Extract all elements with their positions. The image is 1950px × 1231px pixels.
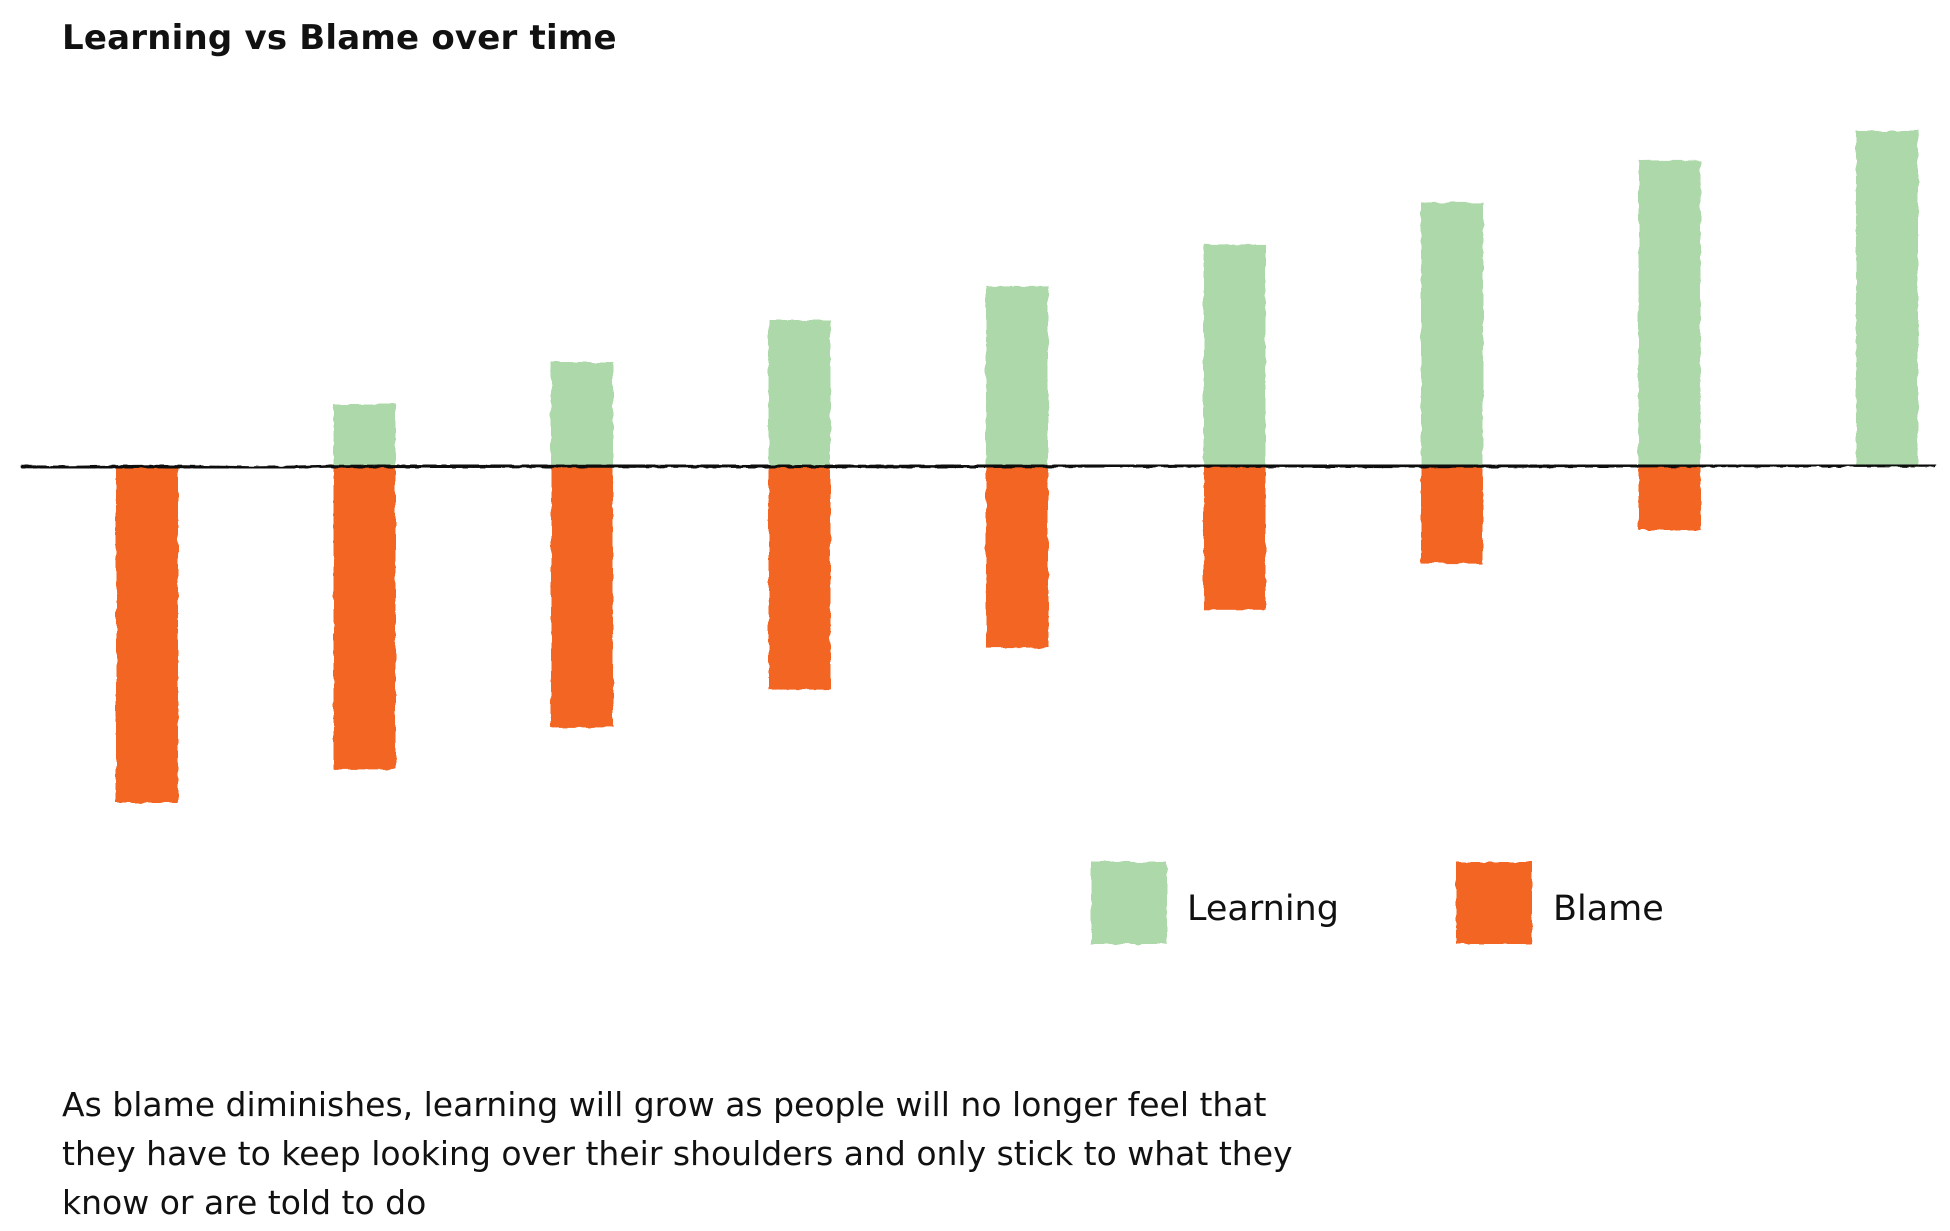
bar-blame-7 [1421, 467, 1483, 564]
bar-learning-3 [551, 362, 613, 467]
legend-label-blame: Blame [1553, 889, 1664, 929]
chart-caption: As blame diminishes, learning will grow … [62, 1080, 1462, 1227]
chart-title: Learning vs Blame over time [62, 18, 617, 58]
legend-label-learning: Learning [1187, 889, 1339, 929]
bar-learning-4 [768, 320, 831, 467]
legend-swatch-blame [1456, 862, 1532, 944]
bar-blame-3 [551, 467, 613, 728]
bar-blame-4 [768, 467, 831, 690]
bar-learning-5 [986, 286, 1048, 467]
legend: Learning Blame [1091, 862, 1664, 944]
bar-learning-2 [333, 404, 396, 467]
bar-blame-8 [1638, 467, 1701, 530]
chart: Learning Blame [20, 131, 1936, 944]
caption-line-3: know or are told to do [62, 1183, 427, 1222]
bars-layer [116, 131, 1918, 803]
caption-line-2: they have to keep looking over their sho… [62, 1134, 1293, 1173]
zero-baseline [20, 463, 1936, 470]
legend-swatch-learning [1091, 862, 1167, 944]
bar-learning-6 [1203, 244, 1266, 467]
bar-blame-5 [986, 467, 1048, 648]
baseline-layer [20, 463, 1936, 470]
bar-learning-7 [1421, 202, 1483, 467]
bar-learning-8 [1638, 160, 1701, 467]
bar-blame-1 [116, 467, 178, 803]
bar-learning-9 [1856, 131, 1918, 467]
caption-line-1: As blame diminishes, learning will grow … [62, 1085, 1267, 1124]
bar-blame-6 [1203, 467, 1266, 610]
bar-blame-2 [333, 467, 396, 770]
